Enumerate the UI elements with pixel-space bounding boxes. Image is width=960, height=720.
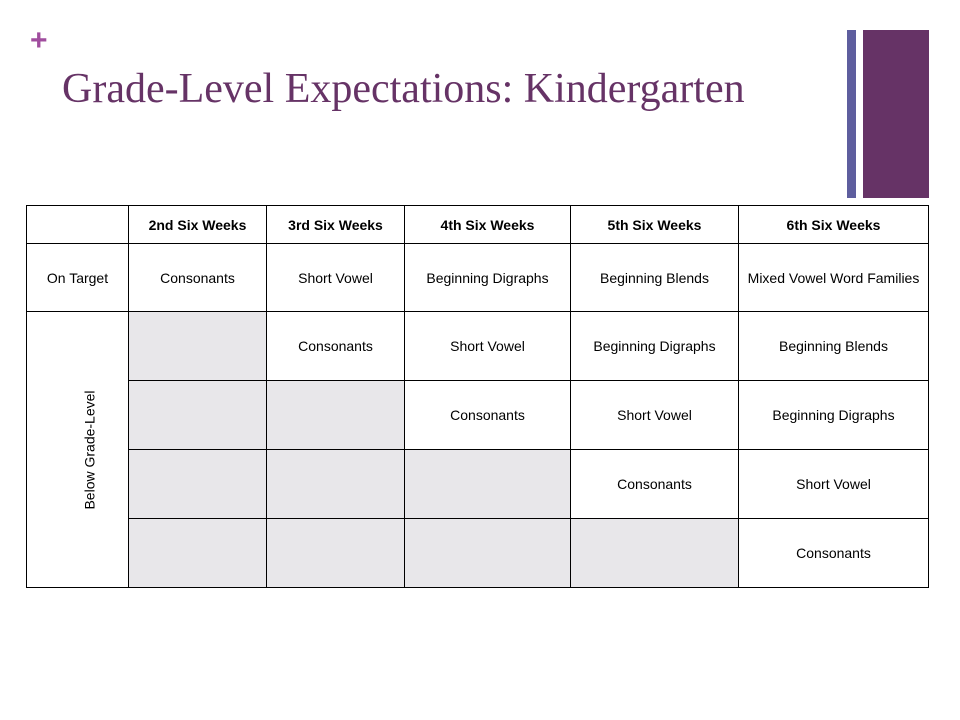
empty-cell [128, 311, 267, 381]
table-cell: Consonants [738, 518, 929, 588]
table-cell: Short Vowel [570, 380, 739, 450]
table-cell: Consonants [570, 449, 739, 519]
empty-cell [404, 449, 571, 519]
empty-cell [404, 518, 571, 588]
header-row: 2nd Six Weeks 3rd Six Weeks 4th Six Week… [26, 205, 929, 244]
table-cell: Beginning Digraphs [738, 380, 929, 450]
plus-mark: + [30, 24, 48, 57]
table-cell: Consonants [128, 243, 267, 312]
on-target-label: On Target [26, 243, 129, 312]
table-cell: Short Vowel [738, 449, 929, 519]
table-cell: Consonants [404, 380, 571, 450]
header-4th-six-weeks: 4th Six Weeks [404, 205, 571, 244]
expectations-table: 2nd Six Weeks 3rd Six Weeks 4th Six Week… [26, 205, 929, 588]
accent-bar-thick [863, 30, 929, 198]
header-5th-six-weeks: 5th Six Weeks [570, 205, 739, 244]
table-cell: Consonants [266, 311, 405, 381]
empty-cell [128, 449, 267, 519]
header-corner-cell [26, 205, 129, 244]
table-cell: Beginning Digraphs [404, 243, 571, 312]
header-3rd-six-weeks: 3rd Six Weeks [266, 205, 405, 244]
empty-cell [128, 518, 267, 588]
slide-title: Grade-Level Expectations: Kindergarten [62, 66, 745, 112]
table-cell: Short Vowel [404, 311, 571, 381]
below-grade-level-label-cell: Below Grade-Level [26, 311, 129, 588]
empty-cell [570, 518, 739, 588]
table-cell: Beginning Blends [570, 243, 739, 312]
table-cell: Beginning Blends [738, 311, 929, 381]
empty-cell [266, 380, 405, 450]
empty-cell [128, 380, 267, 450]
on-target-row: On Target Consonants Short Vowel Beginni… [26, 243, 929, 312]
table-cell: Mixed Vowel Word Families [738, 243, 929, 312]
below-row-4: Consonants [27, 518, 929, 588]
empty-cell [266, 449, 405, 519]
table-cell: Short Vowel [266, 243, 405, 312]
table-cell: Beginning Digraphs [570, 311, 739, 381]
header-6th-six-weeks: 6th Six Weeks [738, 205, 929, 244]
empty-cell [266, 518, 405, 588]
below-row-3: Consonants Short Vowel [27, 449, 929, 519]
below-row-1: Below Grade-Level Consonants Short Vowel… [26, 311, 929, 588]
below-grade-level-label: Below Grade-Level [81, 389, 98, 510]
below-row-2: Consonants Short Vowel Beginning Digraph… [27, 380, 929, 450]
accent-bar-thin [847, 30, 856, 198]
header-2nd-six-weeks: 2nd Six Weeks [128, 205, 267, 244]
